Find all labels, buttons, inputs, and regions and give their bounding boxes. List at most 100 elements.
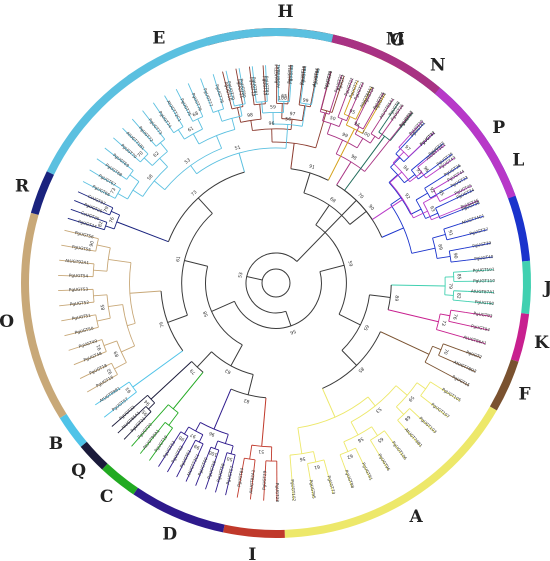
branch-arc [432,189,441,202]
terminal-branch [104,147,126,165]
bootstrap-label: 93 [428,205,436,213]
terminal-branch [64,329,90,337]
bootstrap-label: 96 [422,165,430,173]
branch [425,172,434,179]
branch [436,329,461,337]
backbone-branch [380,331,430,355]
terminal-branch [358,455,372,480]
branch [396,406,405,415]
terminal-branch [312,68,319,95]
terminal-branch [117,414,138,434]
leaf-label: PgUGT79 [227,81,236,101]
branch [289,91,291,102]
branch [289,455,292,475]
branch [338,118,343,127]
backbone-branch [369,294,391,298]
leaf-label: PgUGT31 [419,130,437,147]
clade-band-f [489,359,519,411]
branch-arc [254,103,266,106]
backbone-branch [167,314,188,323]
branch [197,118,203,130]
terminal-branch [453,200,479,212]
terminal-branch [458,215,484,225]
bootstrap-label: 100 [278,95,287,101]
terminal-branch [67,217,93,227]
bootstrap-label: 90 [89,240,96,247]
leaf-label: PgUGT10 [223,81,233,101]
terminal-branch [68,341,94,351]
branch-arc [210,446,220,451]
branch [446,235,463,241]
clade-band-k [510,313,530,362]
branch [395,385,408,396]
terminal-branch [131,426,150,447]
branch-arc [344,113,357,120]
clade-band-c [102,463,138,495]
branch [435,200,450,209]
branch [389,132,397,141]
terminal-branch [378,98,394,122]
leaf-label: AtUGT88A1 [276,64,281,88]
backbone-arc [245,252,298,314]
branch [241,458,245,473]
terminal-branch [463,324,489,331]
terminal-branch [79,366,104,379]
bootstrap-label: 95 [141,408,149,416]
branch [331,100,337,113]
leaf-label: PgUGT54 [69,273,89,279]
terminal-branch [61,244,87,251]
bootstrap-label: 85 [357,365,365,373]
backbone-branch [230,344,243,367]
branch-arc [140,153,149,163]
branch [177,117,184,128]
branch-arc [443,228,448,240]
branch-arc [435,207,441,219]
branch [153,180,166,191]
terminal-branch [395,112,413,134]
branch-arc [116,340,127,363]
branch [95,217,108,223]
leaf-label: PgUGT73 [148,117,164,136]
branch [196,443,204,459]
terminal-branch [249,473,254,500]
branch [448,320,464,325]
branch [132,154,141,163]
terminal-branch [61,315,87,322]
branch [105,225,115,230]
leaf-label: PgUGT101 [473,267,495,273]
leaf-label: PgUGT83 [288,64,294,84]
leaf-label: PgUGT20 [323,70,333,90]
branch [415,192,428,201]
bootstrap-label: 76 [451,313,458,320]
leaf-label: PgUGT48 [83,351,103,363]
clade-label-p: P [492,118,505,138]
backbone-branch [172,371,204,410]
branch [450,259,467,263]
bootstrap-label: 62 [152,150,160,158]
leaf-label: AtUGT89B1 [99,385,122,403]
bootstrap-label: 68 [192,110,200,118]
bootstrap-label: 94 [401,164,409,172]
branch [432,233,446,239]
clade-band-j [521,260,532,315]
terminal-branch [122,127,142,147]
bootstrap-label: 98 [350,154,358,162]
terminal-branch [389,437,406,460]
leaf-label: PgUGT98 [344,469,356,489]
branch-arc [173,126,184,134]
leaf-label: PgUGT37 [469,226,489,236]
branch [337,103,344,118]
terminal-branch [383,102,400,125]
root-arc [261,268,291,298]
branch [436,255,451,259]
branch [116,381,130,391]
terminal-branch [175,88,189,113]
bootstrap-label: 89 [436,244,443,251]
leaf-label: PgUGT13 [262,76,268,96]
backbone-branch [196,351,212,368]
branch-arc [95,238,99,252]
bootstrap-label: 79 [103,205,111,213]
branch [204,446,212,462]
branch [259,104,262,120]
